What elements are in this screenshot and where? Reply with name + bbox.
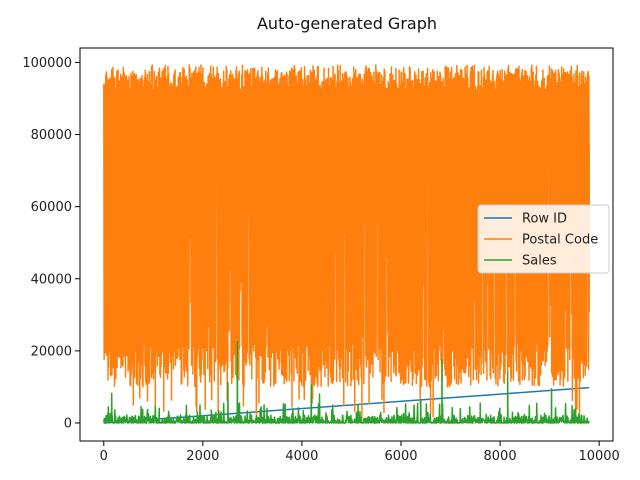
y-tick-label: 40000 bbox=[31, 272, 72, 287]
legend-label: Postal Code bbox=[522, 233, 598, 248]
y-tick-label: 100000 bbox=[22, 56, 72, 71]
legend: Row ID Postal Code Sales bbox=[477, 204, 610, 274]
x-tick-label: 2000 bbox=[186, 449, 219, 464]
y-tick-label: 20000 bbox=[31, 344, 72, 359]
legend-box bbox=[477, 204, 610, 274]
x-axis: 0 2000 4000 6000 8000 10000 bbox=[100, 441, 620, 464]
legend-label: Sales bbox=[522, 254, 557, 269]
series-line-sales bbox=[103, 340, 590, 424]
y-axis: 0 20000 40000 60000 80000 100000 bbox=[22, 56, 80, 431]
legend-label: Row ID bbox=[522, 212, 567, 227]
x-tick-label: 4000 bbox=[285, 449, 318, 464]
y-tick-label: 80000 bbox=[31, 128, 72, 143]
x-tick-label: 10000 bbox=[578, 449, 619, 464]
series-layer bbox=[103, 64, 590, 424]
plot-frame bbox=[79, 47, 614, 442]
x-tick-label: 6000 bbox=[384, 449, 417, 464]
x-tick-label: 0 bbox=[100, 449, 108, 464]
y-tick-label: 60000 bbox=[31, 200, 72, 215]
chart-title: Auto-generated Graph bbox=[257, 14, 437, 33]
y-tick-label: 0 bbox=[64, 416, 72, 431]
x-tick-label: 8000 bbox=[484, 449, 517, 464]
series-line-postal-code bbox=[103, 64, 590, 420]
plot-area: 0 2000 4000 6000 8000 10000 0 20000 40000 60000 8… bbox=[22, 47, 620, 464]
